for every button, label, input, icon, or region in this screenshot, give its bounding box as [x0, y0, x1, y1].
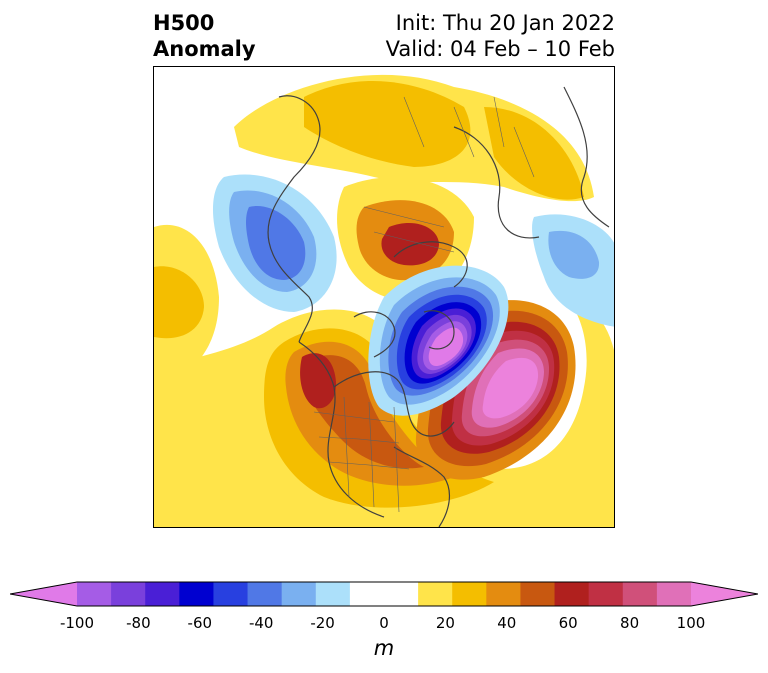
title-variable: H500 [153, 11, 215, 35]
colorbar-tick-label: -80 [126, 614, 151, 632]
colorbar-segment [656, 582, 692, 606]
colorbar-segment [588, 582, 624, 606]
colorbar-tick-label: -20 [310, 614, 335, 632]
colorbar-tick-label: 60 [558, 614, 578, 632]
colorbar-segment [315, 582, 351, 606]
coastlines [267, 86, 610, 527]
colorbar-extend-high [691, 582, 758, 606]
colorbar-segment [111, 582, 146, 606]
colorbar-segment [520, 582, 556, 606]
colorbar-segment [213, 582, 249, 606]
colorbar-segment [486, 582, 521, 606]
title-anomaly: Anomaly [153, 37, 256, 61]
colorbar-segment [247, 582, 283, 606]
colorbar [10, 581, 758, 607]
colorbar-tick-label: -100 [59, 614, 95, 632]
colorbar-tick-label: -60 [187, 614, 213, 632]
colorbar-tick-label: 80 [620, 614, 640, 632]
valid-range: Valid: 04 Feb – 10 Feb [385, 37, 615, 61]
colorbar-segment [179, 582, 214, 606]
colorbar-segment [418, 582, 453, 606]
anomaly-map [153, 66, 615, 528]
colorbar-tick-label: 40 [497, 614, 517, 632]
colorbar-segment [622, 582, 658, 606]
country-borders [313, 96, 535, 513]
colorbar-tick-label: -40 [248, 614, 274, 632]
colorbar-segment [349, 582, 385, 606]
colorbar-segment [77, 582, 112, 606]
init-date: Init: Thu 20 Jan 2022 [395, 11, 615, 35]
map-title-right: Init: Thu 20 Jan 2022 Valid: 04 Feb – 10… [386, 10, 615, 62]
colorbar-segment [281, 582, 317, 606]
colorbar-tick-label: 100 [676, 614, 706, 632]
map-title-left: H500 Anomaly [153, 10, 256, 62]
colorbar-segment [145, 582, 180, 606]
colorbar-tick-label: 0 [379, 614, 389, 632]
negative-anomaly-fill [212, 174, 614, 416]
colorbar-unit: m [373, 636, 395, 660]
colorbar-segment [554, 582, 590, 606]
colorbar-extend-low [10, 582, 77, 606]
colorbar-segment [384, 582, 419, 606]
colorbar-tick-label: 20 [435, 614, 455, 632]
colorbar-segment [452, 582, 487, 606]
map-canvas [154, 74, 614, 527]
